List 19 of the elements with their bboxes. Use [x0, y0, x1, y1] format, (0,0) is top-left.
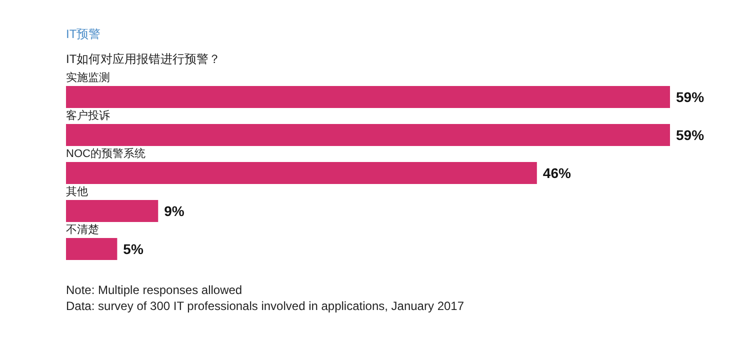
bar [66, 86, 670, 108]
y-tick-label: NOC的预警系统 [66, 147, 146, 160]
y-tick-label: 客户投诉 [66, 109, 110, 122]
bar [66, 238, 118, 260]
bar [66, 124, 670, 146]
data-label: 46% [542, 165, 572, 181]
y-tick-label: 实施监测 [66, 71, 110, 84]
data-label: 5% [123, 241, 144, 257]
chart-title: IT预警 [66, 26, 102, 43]
chart-subtitle: IT如何对应用报错进行预警？ [66, 51, 222, 68]
data-label: 9% [164, 203, 185, 219]
y-tick-label: 不清楚 [66, 223, 99, 236]
y-tick-label: 其他 [66, 185, 88, 198]
text: Note: Multiple responses allowed [66, 282, 244, 298]
bar [66, 200, 158, 222]
bar [66, 162, 537, 184]
data-label: 59% [676, 127, 705, 143]
text: Data: survey of 300 IT professionals involved in applications, January 2017 [66, 298, 466, 314]
data-label: 59% [676, 89, 705, 105]
